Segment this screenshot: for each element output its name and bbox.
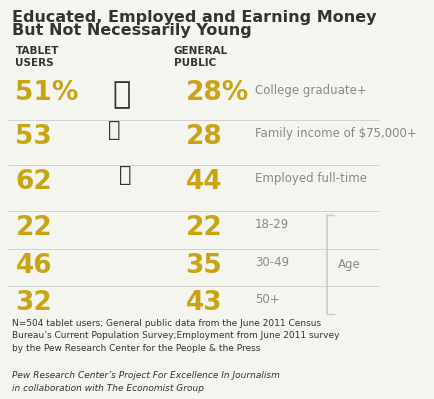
Text: TABLET
USERS: TABLET USERS — [16, 46, 59, 68]
Text: Employed full-time: Employed full-time — [255, 172, 367, 185]
Text: 30-49: 30-49 — [255, 256, 289, 269]
Text: But Not Necessarily Young: But Not Necessarily Young — [12, 23, 251, 38]
Text: 22: 22 — [16, 215, 52, 241]
Text: 32: 32 — [16, 290, 52, 316]
Text: 46: 46 — [16, 253, 52, 279]
Text: 53: 53 — [16, 124, 52, 150]
Text: Age: Age — [338, 258, 361, 271]
Text: GENERAL
PUBLIC: GENERAL PUBLIC — [174, 46, 228, 68]
Text: N=504 tablet users; General public data from the June 2011 Census
Bureau’s Curre: N=504 tablet users; General public data … — [12, 319, 339, 353]
Text: 28: 28 — [186, 124, 222, 150]
Text: Pew Research Center’s Project For Excellence In Journalism
in collaboration with: Pew Research Center’s Project For Excell… — [12, 371, 279, 393]
Text: 22: 22 — [186, 215, 222, 241]
Text: Family income of $75,000+: Family income of $75,000+ — [255, 128, 417, 140]
Text: 51%: 51% — [16, 81, 79, 107]
Text: 44: 44 — [186, 169, 222, 195]
Text: 18-29: 18-29 — [255, 218, 289, 231]
Text: College graduate+: College graduate+ — [255, 84, 367, 97]
Text: 🚶: 🚶 — [119, 165, 132, 185]
Text: 28%: 28% — [186, 81, 249, 107]
Text: 62: 62 — [16, 169, 52, 195]
Text: Educated, Employed and Earning Money: Educated, Employed and Earning Money — [12, 10, 376, 25]
Text: 🎓: 🎓 — [113, 80, 131, 109]
Text: 50+: 50+ — [255, 293, 280, 306]
Text: 👪: 👪 — [108, 120, 120, 140]
Text: 43: 43 — [186, 290, 222, 316]
Text: 35: 35 — [186, 253, 222, 279]
